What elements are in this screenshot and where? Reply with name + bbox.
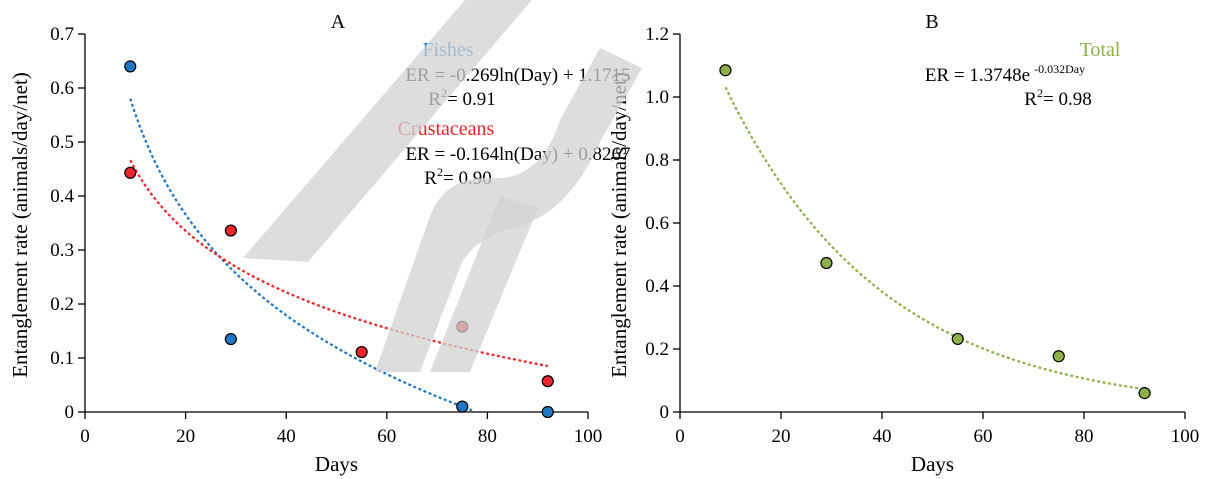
y-tick-label: 0.1 bbox=[50, 348, 74, 369]
r-squared-value: = 0.98 bbox=[1043, 89, 1092, 110]
x-tick-label: 100 bbox=[1171, 426, 1200, 447]
x-tick-label: 80 bbox=[478, 426, 497, 447]
x-axis-title: Days bbox=[911, 452, 954, 476]
data-point bbox=[224, 224, 237, 237]
x-tick-label: 60 bbox=[377, 426, 396, 447]
data-point bbox=[820, 256, 833, 270]
x-tick-label: 40 bbox=[873, 426, 892, 447]
x-tick-label: 60 bbox=[974, 426, 993, 447]
trendline bbox=[129, 98, 473, 412]
y-tick-label: 0.6 bbox=[50, 78, 74, 99]
y-tick-label: 1.2 bbox=[645, 24, 669, 45]
data-point bbox=[1138, 387, 1151, 400]
data-point bbox=[124, 166, 137, 179]
data-point bbox=[1052, 350, 1065, 363]
panel-b: 0 20 40 60 80 100 0 0.2 0.4 0.6 0.8 1.0 1.2 Days Entan… bbox=[607, 11, 1199, 476]
fit-equation-exponent: -0.032Day bbox=[1034, 62, 1085, 76]
r-squared: R2= 0.98 bbox=[1024, 86, 1091, 110]
panel-label: A bbox=[331, 11, 346, 33]
y-axis-title: Entanglement rate (animals/day/net) bbox=[607, 72, 631, 378]
data-point bbox=[951, 332, 964, 346]
x-tick-label: 0 bbox=[675, 426, 685, 447]
x-tick-label: 20 bbox=[176, 426, 195, 447]
y-tick-label: 0.2 bbox=[50, 294, 74, 315]
y-axis-title: Entanglement rate (animals/day/net) bbox=[8, 72, 32, 378]
data-point bbox=[224, 333, 237, 346]
x-tick-label: 20 bbox=[772, 426, 791, 447]
y-tick-label: 0.5 bbox=[50, 132, 74, 153]
y-tick-label: 0 bbox=[660, 402, 670, 423]
r-squared: R2= 0.91 bbox=[428, 86, 495, 110]
y-tick-label: 0.7 bbox=[50, 24, 74, 45]
x-tick-label: 0 bbox=[80, 426, 90, 447]
y-tick-label: 0.4 bbox=[645, 276, 669, 297]
series-name: Total bbox=[1080, 39, 1121, 61]
watermark bbox=[243, 0, 642, 372]
data-point bbox=[456, 400, 469, 413]
x-axis-title: Days bbox=[315, 452, 358, 476]
r-squared-value: = 0.91 bbox=[447, 89, 496, 110]
x-tick-label: 40 bbox=[277, 426, 296, 447]
y-tick-label: 0.8 bbox=[645, 150, 669, 171]
data-point bbox=[124, 60, 137, 73]
r-squared-sup: 2 bbox=[437, 165, 443, 179]
x-tick-label: 100 bbox=[574, 426, 603, 447]
fit-equation: ER = 1.3748e -0.032Day bbox=[925, 62, 1085, 86]
watermark-stroke bbox=[430, 196, 538, 372]
y-tick-label: 0.2 bbox=[645, 339, 669, 360]
y-tick-label: 0 bbox=[65, 402, 75, 423]
watermark-stroke bbox=[243, 0, 532, 262]
y-tick-label: 0.6 bbox=[645, 213, 669, 234]
panel-label: B bbox=[925, 11, 938, 33]
data-point bbox=[541, 405, 554, 419]
y-tick-label: 0.3 bbox=[50, 240, 74, 261]
trendline bbox=[724, 86, 1145, 391]
r-squared-sup: 2 bbox=[1037, 86, 1043, 100]
data-point bbox=[541, 375, 554, 388]
y-tick-label: 0.4 bbox=[50, 186, 74, 207]
y-tick-label: 1.0 bbox=[645, 87, 669, 108]
data-point bbox=[355, 345, 368, 359]
x-tick-label: 80 bbox=[1075, 426, 1094, 447]
data-point bbox=[719, 64, 732, 77]
